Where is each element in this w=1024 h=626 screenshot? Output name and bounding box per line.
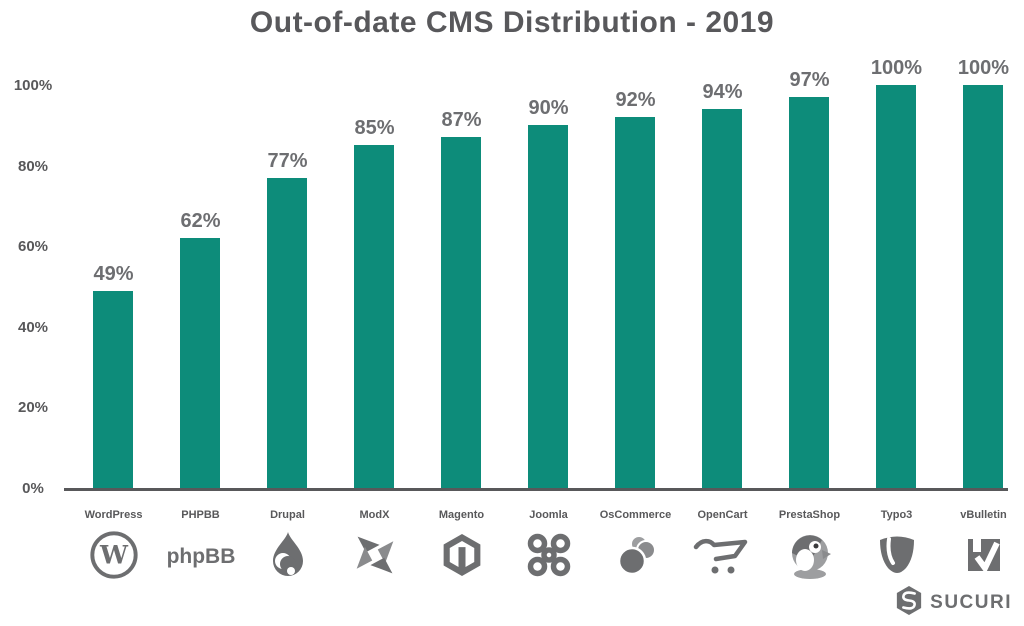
- typo3-icon: [853, 527, 940, 583]
- wordpress-icon: W: [70, 527, 157, 583]
- bar-column-joomla: 90% Joomla: [505, 0, 592, 626]
- phpbb-icon: phpBB: [157, 527, 244, 583]
- bar: [354, 145, 394, 488]
- bar: [267, 178, 307, 488]
- bar-value-label: 97%: [789, 69, 830, 91]
- bar-value-label: 87%: [441, 109, 482, 131]
- oscommerce-icon: [592, 527, 679, 583]
- bar-column-drupal: 77% Drupal: [244, 0, 331, 626]
- bar-column-wordpress: 49% WordPress W: [70, 0, 157, 626]
- bar-column-magento: 87% Magento: [418, 0, 505, 626]
- category-label: OsCommerce: [599, 509, 672, 521]
- bar: [93, 291, 133, 488]
- bar-value-label: 92%: [615, 89, 656, 111]
- category-label: Drupal: [270, 509, 305, 521]
- bar-value-label: 85%: [354, 117, 395, 139]
- modx-icon: [331, 527, 418, 583]
- bar-value-label: 77%: [267, 150, 308, 172]
- bar: [528, 125, 568, 488]
- bar-column-vbulletin: 100% vBulletin: [940, 0, 1024, 626]
- prestashop-icon: [766, 527, 853, 583]
- joomla-icon: [505, 527, 592, 583]
- category-label: OpenCart: [697, 509, 748, 521]
- bar-column-modx: 85% ModX: [331, 0, 418, 626]
- sucuri-hexagon-icon: [895, 585, 923, 621]
- svg-text:W: W: [99, 541, 129, 570]
- magento-icon: [418, 527, 505, 583]
- bar-column-phpbb: 62% PHPBB phpBB: [157, 0, 244, 626]
- bar-column-prestashop: 97% PrestaShop: [766, 0, 853, 626]
- bar-column-typo3: 100% Typo3: [853, 0, 940, 626]
- bar-value-label: 100%: [870, 57, 923, 79]
- bar: [876, 85, 916, 488]
- y-tick-label: 80%: [17, 157, 49, 175]
- bar: [963, 85, 1003, 488]
- drupal-icon: [244, 527, 331, 583]
- category-label: Magento: [438, 509, 485, 521]
- category-label: WordPress: [84, 509, 143, 521]
- bar-value-label: 94%: [702, 81, 743, 103]
- category-label: Typo3: [880, 509, 913, 521]
- bar: [441, 137, 481, 488]
- category-label: PHPBB: [181, 509, 220, 521]
- bar-column-oscommerce: 92% OsCommerce: [592, 0, 679, 626]
- bar-column-opencart: 94% OpenCart: [679, 0, 766, 626]
- sucuri-logo: SUCURI: [895, 585, 1012, 621]
- sucuri-logo-text: SUCURI: [930, 592, 1012, 613]
- category-label: Joomla: [529, 509, 568, 521]
- y-tick-label: 20%: [17, 399, 49, 417]
- chart-title: Out-of-date CMS Distribution - 2019: [249, 6, 775, 39]
- bar-value-label: 90%: [528, 97, 569, 119]
- category-label: PrestaShop: [778, 509, 841, 521]
- y-tick-label: 40%: [17, 318, 49, 336]
- bar: [180, 238, 220, 488]
- bar: [615, 117, 655, 488]
- bar-value-label: 62%: [180, 210, 221, 232]
- bar: [702, 109, 742, 488]
- y-tick-label: 0%: [22, 480, 44, 497]
- opencart-icon: [679, 527, 766, 583]
- category-label: ModX: [359, 509, 390, 521]
- y-tick-label: 100%: [13, 77, 53, 94]
- y-tick-label: 60%: [17, 238, 49, 256]
- bar-value-label: 49%: [93, 263, 134, 285]
- bar: [789, 97, 829, 488]
- category-label: vBulletin: [960, 509, 1007, 521]
- bar-value-label: 100%: [957, 57, 1010, 79]
- svg-text:phpBB: phpBB: [166, 545, 235, 568]
- x-axis-line: [64, 488, 1008, 491]
- vbulletin-icon: [940, 527, 1024, 583]
